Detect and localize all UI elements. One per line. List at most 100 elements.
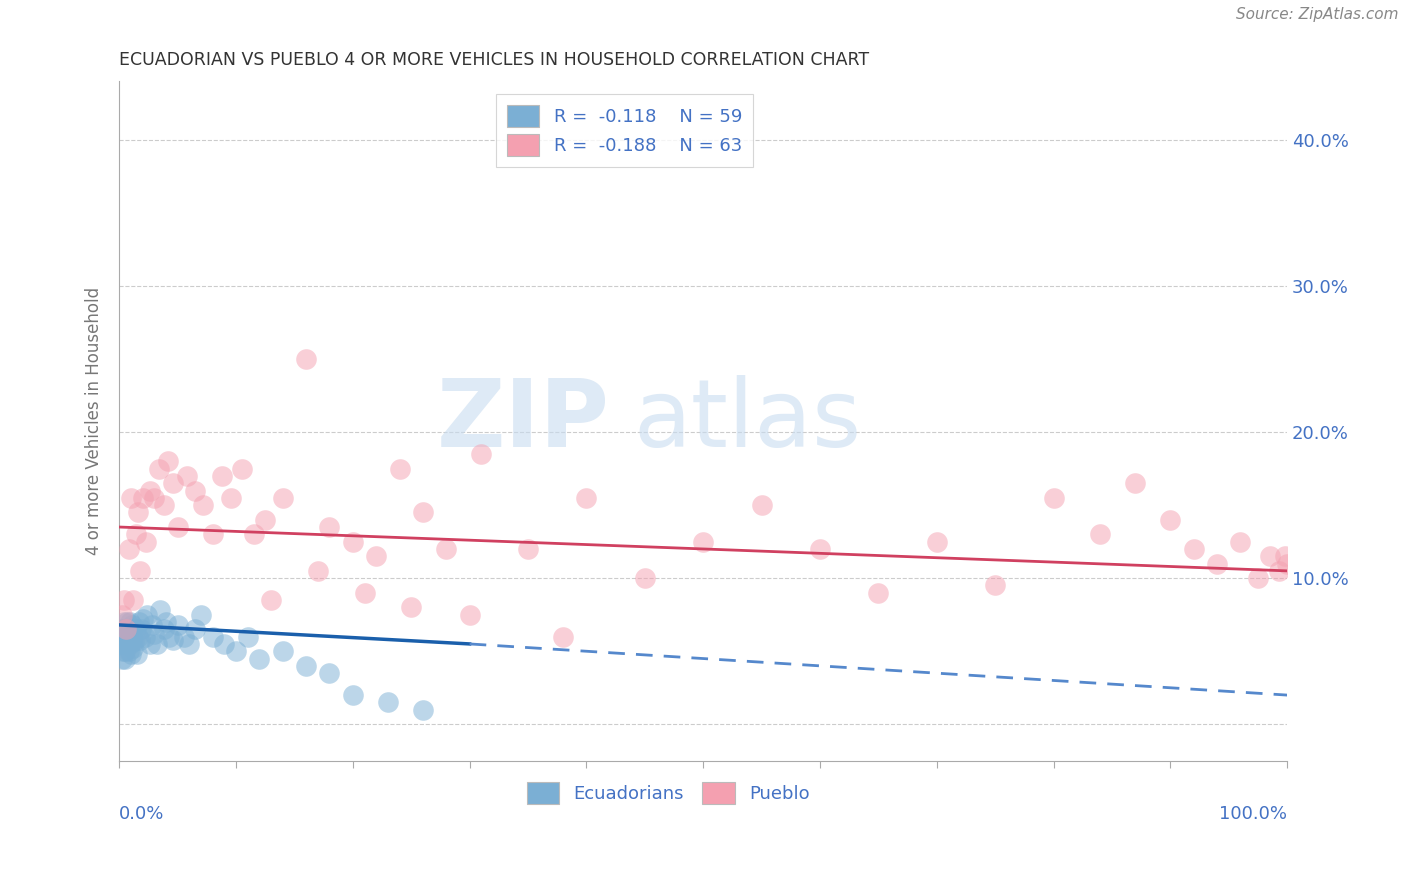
Point: [342, 688, 364, 702]
Point: [575, 491, 598, 505]
Point: [117, 541, 139, 556]
Point: [1159, 513, 1181, 527]
Y-axis label: 4 or more Vehicles in Household: 4 or more Vehicles in Household: [86, 287, 103, 555]
Point: [271, 644, 294, 658]
Point: [131, 612, 153, 626]
Point: [127, 630, 149, 644]
Point: [111, 644, 134, 658]
Point: [125, 647, 148, 661]
Point: [127, 505, 149, 519]
Point: [412, 505, 434, 519]
Point: [159, 630, 181, 644]
Point: [124, 623, 146, 637]
Point: [121, 618, 143, 632]
Point: [377, 695, 399, 709]
Point: [307, 564, 329, 578]
Text: ZIP: ZIP: [437, 376, 610, 467]
Point: [1123, 476, 1146, 491]
Point: [634, 571, 657, 585]
Point: [221, 491, 243, 505]
Point: [868, 586, 890, 600]
Point: [193, 498, 215, 512]
Point: [353, 586, 375, 600]
Point: [254, 513, 277, 527]
Point: [1274, 549, 1296, 564]
Point: [157, 454, 180, 468]
Point: [114, 644, 136, 658]
Point: [120, 491, 142, 505]
Point: [129, 564, 152, 578]
Point: [184, 623, 207, 637]
Point: [1258, 549, 1281, 564]
Point: [1275, 557, 1298, 571]
Point: [1229, 534, 1251, 549]
Point: [1206, 557, 1229, 571]
Point: [176, 469, 198, 483]
Point: [155, 615, 177, 629]
Point: [117, 630, 139, 644]
Point: [399, 600, 422, 615]
Point: [260, 593, 283, 607]
Point: [295, 658, 318, 673]
Point: [225, 644, 247, 658]
Point: [128, 615, 150, 629]
Point: [458, 607, 481, 622]
Legend: Ecuadorians, Pueblo: Ecuadorians, Pueblo: [517, 772, 818, 813]
Point: [1042, 491, 1064, 505]
Point: [115, 623, 138, 637]
Point: [111, 630, 134, 644]
Point: [342, 534, 364, 549]
Point: [166, 618, 188, 632]
Point: [122, 593, 145, 607]
Point: [162, 632, 184, 647]
Point: [143, 491, 166, 505]
Point: [131, 491, 153, 505]
Point: [214, 637, 236, 651]
Point: [110, 651, 132, 665]
Point: [1090, 527, 1112, 541]
Point: [249, 651, 271, 665]
Point: [117, 615, 139, 629]
Point: [117, 623, 139, 637]
Point: [434, 541, 457, 556]
Point: [201, 527, 224, 541]
Point: [134, 630, 156, 644]
Point: [124, 634, 146, 648]
Point: [115, 637, 138, 651]
Point: [1268, 564, 1291, 578]
Point: [271, 491, 294, 505]
Point: [131, 623, 153, 637]
Point: [242, 527, 264, 541]
Point: [136, 607, 159, 622]
Text: 0.0%: 0.0%: [120, 805, 165, 823]
Point: [135, 534, 157, 549]
Point: [211, 469, 233, 483]
Point: [236, 630, 259, 644]
Point: [115, 623, 138, 637]
Point: [1182, 541, 1205, 556]
Point: [112, 593, 135, 607]
Point: [295, 351, 318, 366]
Point: [110, 607, 132, 622]
Point: [149, 603, 172, 617]
Point: [751, 498, 773, 512]
Point: [152, 498, 174, 512]
Point: [184, 483, 207, 498]
Point: [152, 623, 174, 637]
Point: [190, 607, 212, 622]
Point: [120, 626, 142, 640]
Point: [551, 630, 574, 644]
Point: [117, 644, 139, 658]
Point: [112, 615, 135, 629]
Text: Source: ZipAtlas.com: Source: ZipAtlas.com: [1236, 7, 1399, 22]
Point: [121, 632, 143, 647]
Point: [129, 632, 152, 647]
Point: [318, 666, 340, 681]
Point: [114, 630, 136, 644]
Point: [412, 703, 434, 717]
Point: [984, 578, 1007, 592]
Point: [145, 637, 167, 651]
Point: [114, 651, 136, 665]
Point: [143, 626, 166, 640]
Point: [470, 447, 492, 461]
